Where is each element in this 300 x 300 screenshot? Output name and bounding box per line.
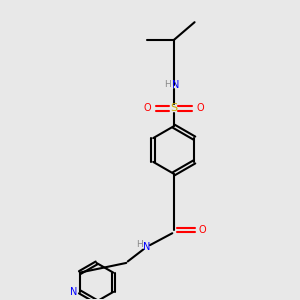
Text: N: N <box>143 242 151 252</box>
Text: O: O <box>197 103 204 113</box>
Text: H: H <box>136 240 142 249</box>
Text: H: H <box>164 80 171 89</box>
Text: N: N <box>70 287 77 297</box>
Text: S: S <box>170 103 177 113</box>
Text: O: O <box>199 225 206 235</box>
Text: N: N <box>172 80 179 90</box>
Text: O: O <box>143 103 151 113</box>
